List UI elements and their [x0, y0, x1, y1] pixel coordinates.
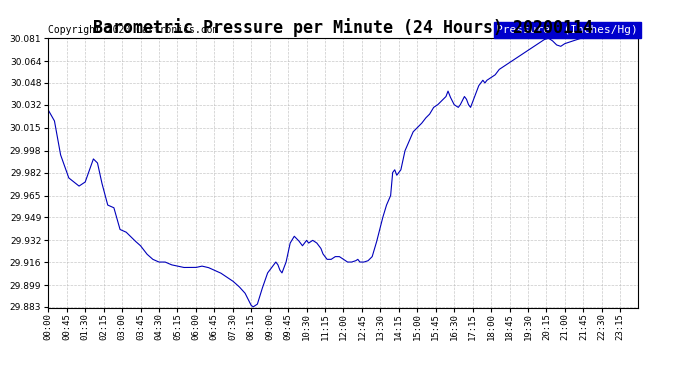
Title: Barometric Pressure per Minute (24 Hours) 20200114: Barometric Pressure per Minute (24 Hours… [93, 18, 593, 38]
Text: Copyright 2020 Cartronics.com: Copyright 2020 Cartronics.com [48, 25, 219, 35]
Text: Pressure  (Inches/Hg): Pressure (Inches/Hg) [497, 25, 638, 35]
